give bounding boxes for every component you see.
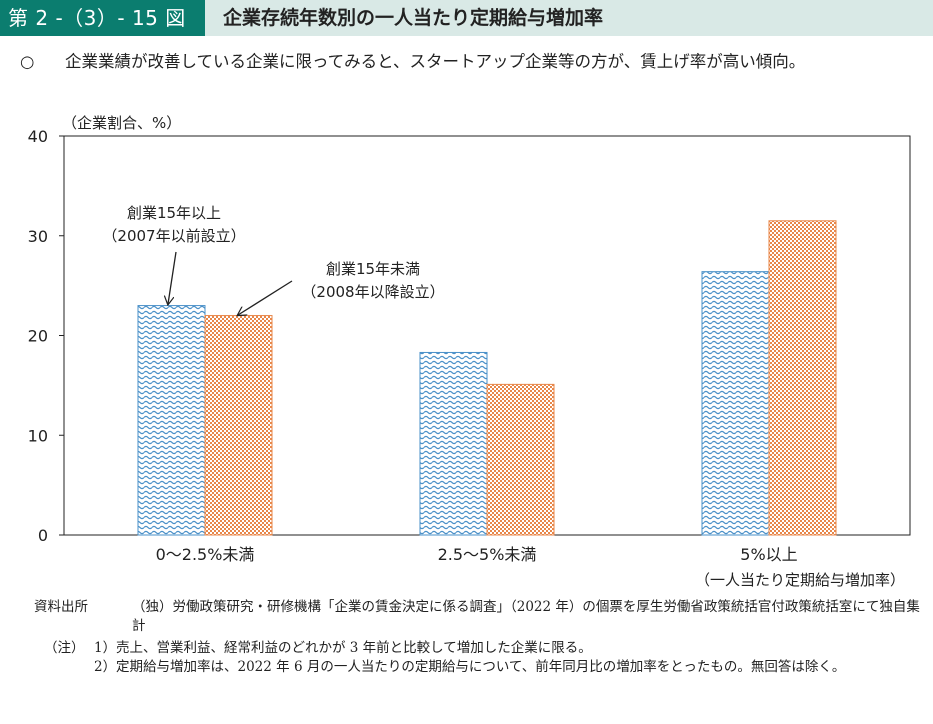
circle-bullet-icon: ○ bbox=[20, 52, 35, 71]
legend-series-1-callout: 創業15年以上 （2007年以前設立） bbox=[102, 204, 246, 304]
legend-series-1-arrow bbox=[168, 251, 177, 304]
x-axis: 0～2.5%未満 2.5～5%未満 5%以上 bbox=[156, 545, 798, 564]
x-axis-caption: （一人当たり定期給与増加率） bbox=[695, 571, 905, 589]
note-number: 2） bbox=[94, 659, 117, 675]
summary-note: ○ 企業業績が改善している企業に限ってみると、スタートアップ企業等の方が、賃上げ… bbox=[20, 50, 920, 74]
note-number: 1） bbox=[94, 640, 117, 656]
figure-title: 企業存続年数別の一人当たり定期給与増加率 bbox=[205, 0, 933, 36]
y-tick-label: 40 bbox=[28, 127, 48, 146]
figure-header: 第 2 -（3）- 15 図 企業存続年数別の一人当たり定期給与増加率 bbox=[0, 0, 933, 36]
legend-series-2-callout: 創業15年未満 （2008年以降設立） bbox=[238, 260, 445, 315]
figure-number: 第 2 -（3）- 15 図 bbox=[0, 0, 205, 36]
bar-series-2-cat-1 bbox=[204, 315, 273, 536]
note-item: （注） 1） 売上、営業利益、経常利益のどれかが 3 年前と比較して増加した企業… bbox=[34, 639, 924, 658]
note-text: 売上、営業利益、経常利益のどれかが 3 年前と比較して増加した企業に限る。 bbox=[116, 640, 592, 656]
y-tick-label: 30 bbox=[28, 227, 48, 246]
notes: （注） 1） 売上、営業利益、経常利益のどれかが 3 年前と比較して増加した企業… bbox=[34, 639, 924, 677]
x-category-label: 0～2.5%未満 bbox=[156, 545, 255, 564]
y-tick-label: 20 bbox=[28, 327, 48, 346]
bars-group bbox=[137, 220, 837, 536]
bar-series-2-cat-3 bbox=[768, 220, 837, 536]
bar-series-2-cat-2 bbox=[486, 383, 555, 536]
legend-series-2-line1: 創業15年未満 bbox=[326, 260, 420, 278]
note-text: 定期給与増加率は、2022 年 6 月の一人当たりの定期給与について、前年同月比… bbox=[116, 659, 846, 675]
bar-series-1-cat-2 bbox=[419, 351, 488, 536]
legend-series-2-line2: （2008年以降設立） bbox=[301, 283, 444, 301]
bar-series-1-cat-3 bbox=[701, 271, 770, 536]
legend-series-1-line1: 創業15年以上 bbox=[127, 204, 221, 222]
legend-series-1-line2: （2007年以前設立） bbox=[102, 227, 245, 245]
source-row: 資料出所 （独）労働政策研究・研修機構「企業の賃金決定に係る調査」（2022 年… bbox=[34, 598, 924, 636]
y-tick-label: 0 bbox=[38, 526, 48, 545]
x-category-label: 2.5～5%未満 bbox=[438, 545, 537, 564]
x-category-label: 5%以上 bbox=[740, 545, 797, 564]
note-item: 2） 定期給与増加率は、2022 年 6 月の一人当たりの定期給与について、前年… bbox=[34, 658, 924, 677]
source-label: 資料出所 bbox=[34, 599, 88, 615]
legend-series-2-arrow bbox=[238, 280, 293, 315]
footer: 資料出所 （独）労働政策研究・研修機構「企業の賃金決定に係る調査」（2022 年… bbox=[34, 598, 924, 677]
notes-label: （注） bbox=[44, 640, 85, 656]
y-axis: 0 10 20 30 40 bbox=[28, 127, 64, 545]
y-unit-label: （企業割合、%） bbox=[62, 114, 181, 132]
y-tick-label: 10 bbox=[28, 426, 48, 445]
bar-series-1-cat-1 bbox=[137, 305, 206, 536]
summary-text: 企業業績が改善している企業に限ってみると、スタートアップ企業等の方が、賃上げ率が… bbox=[65, 52, 806, 71]
source-text: （独）労働政策研究・研修機構「企業の賃金決定に係る調査」（2022 年）の個票を… bbox=[132, 599, 920, 634]
